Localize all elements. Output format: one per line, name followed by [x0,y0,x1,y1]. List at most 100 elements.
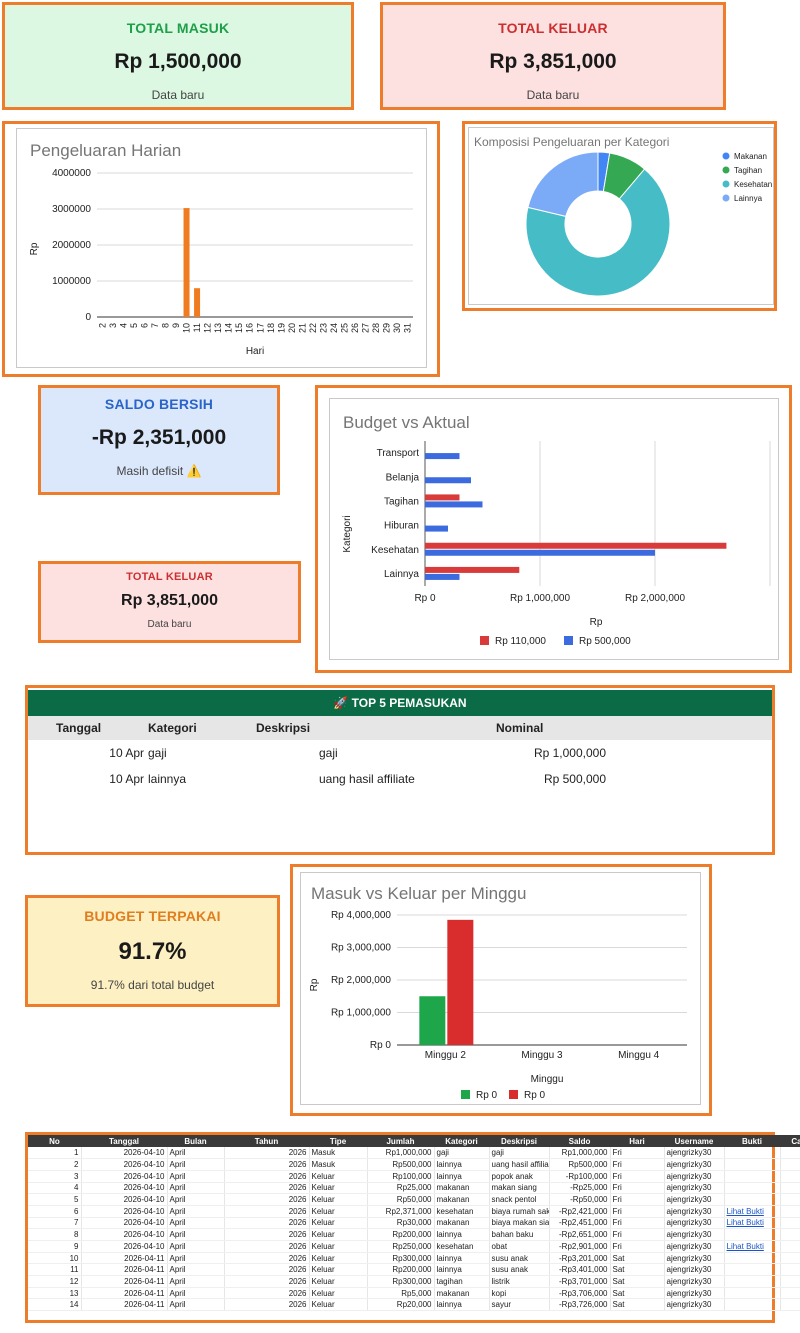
log-cell: Keluar [309,1252,368,1265]
top5-header: 🚀 TOP 5 PEMASUKAN [28,690,772,716]
log-cell: ajengrizky30 [664,1228,725,1241]
lihat-bukti-link[interactable]: Lihat Bukti [724,1205,781,1218]
total-masuk-card: TOTAL MASUK Rp 1,500,000 Data baru [2,2,354,110]
log-cell: Masuk [309,1158,368,1171]
legend-label: Rp 500,000 [579,636,631,647]
x-tick-label: 28 [371,323,381,333]
log-cell: Rp250,000 [367,1240,435,1253]
log-cell: 2026 [224,1205,310,1218]
log-cell [724,1170,781,1183]
total-masuk-value: Rp 1,500,000 [114,50,242,73]
bar [425,542,727,549]
log-column-header: Tanggal [81,1135,167,1147]
x-tick-label: Minggu 2 [425,1050,467,1061]
log-cell: Keluar [309,1298,368,1312]
log-cell: Rp25,000 [367,1182,435,1195]
weekly-chart-xlabel: Minggu [531,1074,564,1085]
legend-swatch [722,180,730,188]
log-cell: ajengrizky30 [664,1217,725,1230]
log-cell: Keluar [309,1275,368,1288]
log-cell: 2026 [224,1298,310,1312]
total-keluar-value: Rp 3,851,000 [489,50,617,73]
log-cell [724,1158,781,1171]
log-cell: susu anak [489,1263,550,1277]
log-cell: -Rp50,000 [549,1193,611,1206]
x-tick-label: 6 [139,323,149,328]
log-cell: Keluar [309,1170,368,1183]
log-cell: makan siang [489,1182,550,1195]
x-tick-label: 20 [287,323,297,333]
log-cell: uang hasil affilia [489,1158,550,1171]
log-cell: 7 [28,1217,82,1230]
total-keluar-small-value: Rp 3,851,000 [121,592,218,609]
budget-vs-aktual-chart: Budget vs Aktual Kategori Rp Rp 0 Rp 1,00… [329,398,779,660]
bva-chart-title: Budget vs Aktual [343,413,470,432]
table-row: 5 2026-04-10 April 2026 Keluar Rp50,000 makana… [28,1193,800,1206]
log-cell: Rp50,000 [367,1193,435,1206]
table-row: 1 2026-04-10 April 2026 Masuk Rp1,000,000 gaji… [28,1147,800,1160]
x-tick-label: 24 [329,323,339,333]
log-column-header: Kategori [434,1135,489,1147]
budget-terpakai-value: 91.7% [118,938,187,965]
budget-terpakai-card: BUDGET TERPAKAI 91.7% 91.7% dari total b… [25,895,280,1007]
table-row: 4 2026-04-10 April 2026 Keluar Rp25,000 makana… [28,1182,800,1195]
log-cell: Sat [610,1287,665,1300]
log-cell: ajengrizky30 [664,1205,725,1218]
log-cell: April [167,1228,225,1241]
legend-label: Rp 0 [524,1090,546,1101]
log-column-header: Bulan [167,1135,224,1147]
log-cell: ajengrizky30 [664,1287,725,1300]
bva-chart-xlabel: Rp [590,617,603,628]
transaction-log-table: No Tanggal Bulan Tahun Tipe Jumlah Kategori Des… [28,1135,800,1312]
total-masuk-title: TOTAL MASUK [126,20,230,36]
log-cell: -Rp100,000 [549,1170,611,1183]
log-cell: Rp1,000,000 [549,1147,611,1160]
log-cell: 10 [28,1252,82,1265]
log-cell: 2026-04-10 [81,1228,168,1241]
lihat-bukti-link[interactable]: Lihat Bukti [724,1217,781,1230]
log-cell: 8 [28,1228,82,1241]
log-cell: 2026 [224,1217,310,1230]
y-tick-label: Tagihan [384,496,419,507]
y-tick-label: 2000000 [52,240,91,251]
log-cell: 2026 [224,1287,310,1300]
legend-label: Rp 0 [476,1090,498,1101]
log-cell: biaya makan sia [489,1217,550,1230]
log-cell: tagihan [434,1275,490,1288]
log-cell: 6 [28,1205,82,1218]
x-tick-label: 23 [318,323,328,333]
log-cell [724,1228,781,1241]
log-cell: makanan [434,1182,490,1195]
top5-col-nominal: Nominal [496,721,544,735]
top5-cell: 10 Apr [109,746,144,760]
x-tick-label: Rp 1,000,000 [510,593,570,604]
log-cell: lainnya [434,1252,490,1265]
top5-table: Tanggal Kategori Deskripsi Nominal 10 Ap… [28,716,772,792]
log-cell: 2026 [224,1240,310,1253]
category-composition-svg: Komposisi Pengeluaran per Kategori Makan… [474,135,772,297]
log-cell: -Rp3,706,000 [549,1287,611,1300]
x-tick-label: Rp 0 [414,593,436,604]
x-tick-label: 21 [297,323,307,333]
daily-expense-svg: Pengeluaran Harian Rp Hari 4000000 300000… [29,141,413,357]
log-cell: kesehatan [434,1205,490,1218]
bar [425,477,471,484]
legend-label: Makanan [734,152,767,161]
log-cell: April [167,1193,225,1206]
log-cell: 2026 [224,1228,310,1241]
log-cell: Rp30,000 [367,1217,435,1230]
x-tick-label: 7 [150,323,160,328]
saldo-bersih-value: -Rp 2,351,000 [91,426,227,449]
log-cell: 2026 [224,1252,310,1265]
budget-vs-aktual-svg: Budget vs Aktual Kategori Rp Rp 0 Rp 1,00… [342,413,771,647]
log-cell: Rp20,000 [367,1298,435,1312]
lihat-bukti-link[interactable]: Lihat Bukti [724,1240,781,1253]
log-cell: 9 [28,1240,82,1253]
log-cell: biaya rumah sak [489,1205,550,1218]
log-cell: lainnya [434,1170,490,1183]
x-tick-label: Rp 2,000,000 [625,593,685,604]
log-cell: Keluar [309,1228,368,1241]
log-cell: kopi [489,1287,550,1300]
log-cell: April [167,1287,225,1300]
log-cell: April [167,1158,225,1171]
